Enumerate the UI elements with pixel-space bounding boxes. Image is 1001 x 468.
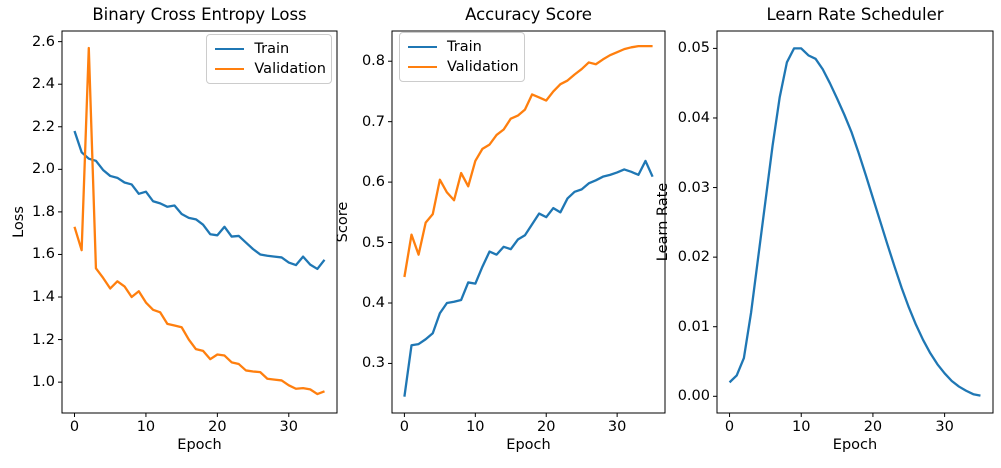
- legend-label: Validation: [447, 59, 519, 75]
- learn-rate-line: [728, 47, 981, 397]
- legend-entry-validation: Validation: [215, 61, 326, 77]
- legend-entry-train: Train: [215, 41, 326, 57]
- loss-chart-xlabel: Epoch: [177, 437, 222, 453]
- y-tick-label: 2.6: [31, 33, 55, 50]
- x-tick-label: 10: [136, 419, 156, 435]
- y-tick-label: 2.2: [31, 118, 55, 135]
- learn-rate-chart-xlabel: Epoch: [832, 437, 878, 453]
- x-tick-label: 0: [724, 419, 735, 435]
- legend-entry-train: Train: [408, 39, 519, 55]
- x-tick-label: 20: [536, 419, 556, 435]
- x-tick-label: 0: [69, 419, 80, 435]
- y-tick-label: 0.00: [677, 388, 710, 405]
- y-tick-label: 1.6: [31, 246, 55, 263]
- train-line: [73, 130, 326, 271]
- validation-line: [403, 44, 653, 278]
- y-tick-label: 0.01: [677, 318, 710, 335]
- y-tick-label: 0.05: [677, 40, 710, 57]
- learn-rate-chart-ylabel: Learn Rate: [655, 182, 671, 262]
- x-tick-label: 30: [935, 419, 954, 435]
- y-tick-label: 0.4: [361, 294, 385, 311]
- y-tick-label: 0.3: [361, 355, 385, 372]
- x-tick-label: 30: [279, 419, 299, 435]
- x-tick-label: 20: [863, 419, 883, 435]
- x-tick-label: 10: [791, 419, 811, 435]
- y-tick-label: 0.02: [677, 249, 710, 266]
- y-tick-label: 0.7: [361, 113, 385, 130]
- y-tick-label: 0.6: [361, 174, 385, 191]
- accuracy-chart-legend: Train Validation: [399, 32, 525, 82]
- loss-chart-title: Binary Cross Entropy Loss: [92, 5, 307, 24]
- legend-label: Train: [447, 39, 482, 55]
- validation-line-swatch-icon: [215, 67, 245, 71]
- legend-label: Validation: [254, 61, 326, 77]
- x-tick-label: 30: [607, 419, 627, 435]
- x-tick-label: 0: [399, 419, 410, 435]
- accuracy-chart-title: Accuracy Score: [465, 5, 592, 24]
- y-tick-label: 1.0: [31, 374, 55, 391]
- y-tick-label: 0.5: [361, 234, 385, 251]
- learn-rate-chart-title: Learn Rate Scheduler: [766, 5, 944, 24]
- y-tick-label: 2.4: [31, 76, 55, 93]
- loss-chart-legend: Train Validation: [206, 34, 332, 84]
- y-tick-label: 0.04: [677, 109, 710, 126]
- legend-label: Train: [254, 41, 290, 57]
- validation-line-swatch-icon: [408, 65, 437, 69]
- x-tick-label: 10: [466, 419, 485, 435]
- loss-chart-ylabel: Loss: [11, 206, 27, 238]
- axes-frame: [61, 30, 338, 414]
- accuracy-chart-xlabel: Epoch: [506, 437, 551, 453]
- y-tick-label: 1.8: [31, 203, 55, 220]
- y-tick-label: 0.03: [677, 179, 710, 196]
- x-tick-label: 20: [208, 419, 227, 435]
- axes-frame: [391, 30, 666, 414]
- validation-line: [73, 46, 325, 396]
- train-line: [403, 159, 654, 397]
- legend-entry-validation: Validation: [408, 59, 519, 75]
- y-tick-label: 2.0: [31, 161, 55, 178]
- y-tick-label: 1.2: [31, 331, 55, 348]
- train-line-swatch-icon: [215, 47, 245, 51]
- axes-frame: [716, 30, 994, 414]
- y-tick-label: 1.4: [31, 289, 55, 306]
- train-line-swatch-icon: [408, 45, 437, 49]
- accuracy-chart-ylabel: Score: [335, 201, 351, 243]
- y-tick-label: 0.8: [361, 53, 385, 70]
